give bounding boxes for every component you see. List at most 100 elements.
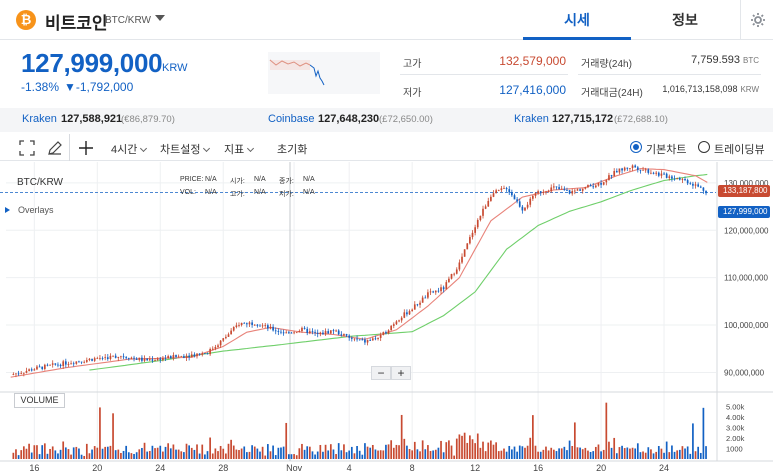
volume-bar bbox=[602, 449, 605, 459]
zoom-out-button[interactable]: − bbox=[371, 366, 391, 380]
tab-info[interactable]: 정보 bbox=[672, 12, 698, 28]
candle-body bbox=[350, 337, 353, 339]
volume-bar bbox=[293, 454, 295, 459]
candle-body bbox=[243, 322, 246, 324]
gear-icon[interactable] bbox=[740, 0, 773, 40]
volume-bar bbox=[22, 446, 25, 459]
reset-button[interactable]: 초기화 bbox=[277, 144, 308, 156]
volume-bar bbox=[629, 448, 631, 459]
coin-name: 비트코인 bbox=[45, 14, 108, 33]
volume-bar bbox=[267, 444, 269, 459]
candle-body bbox=[537, 191, 539, 194]
volume-bar bbox=[264, 455, 267, 459]
exchange-name[interactable]: Kraken bbox=[514, 113, 549, 125]
overlays-toggle-icon[interactable] bbox=[5, 207, 10, 213]
tradingview-radio[interactable] bbox=[698, 141, 710, 153]
candle-body bbox=[214, 346, 217, 349]
x-tick-label: 8 bbox=[410, 463, 415, 473]
crosshair-icon[interactable] bbox=[76, 138, 96, 158]
candle-body bbox=[416, 304, 419, 306]
candle-body bbox=[209, 348, 211, 355]
fullscreen-icon[interactable] bbox=[17, 138, 37, 158]
ohlc-price-label: PRICE: bbox=[180, 176, 204, 183]
volume-bar bbox=[80, 454, 83, 459]
basic-chart-radio[interactable] bbox=[630, 141, 642, 153]
candle-body bbox=[311, 331, 314, 333]
candle-body bbox=[678, 178, 681, 180]
basic-chart-label[interactable]: 기본차트 bbox=[646, 144, 687, 156]
volume-bar bbox=[495, 442, 497, 459]
volume-bar bbox=[311, 451, 314, 459]
volume-bar bbox=[655, 451, 658, 459]
volume-bar bbox=[133, 453, 135, 459]
candle-body bbox=[64, 361, 67, 365]
candle-body bbox=[634, 165, 637, 168]
candle-body bbox=[671, 176, 673, 179]
volume-bar bbox=[332, 449, 335, 459]
candle-body bbox=[403, 312, 406, 318]
candle-body bbox=[17, 373, 20, 375]
volume-bar bbox=[392, 447, 395, 459]
volume-bar bbox=[206, 451, 209, 459]
volume-bar bbox=[106, 446, 109, 459]
volume-bar bbox=[702, 407, 705, 459]
volume-bar bbox=[377, 450, 379, 459]
volume-bar bbox=[25, 448, 28, 459]
candle-body bbox=[694, 184, 697, 186]
pair-dropdown-caret-icon[interactable] bbox=[155, 15, 165, 21]
candle-body bbox=[259, 325, 261, 327]
x-tick-label: 28 bbox=[218, 463, 228, 473]
volume-bar bbox=[657, 446, 660, 459]
chart-settings-dropdown[interactable]: 차트설정 bbox=[160, 141, 211, 157]
volume-bar bbox=[230, 439, 232, 459]
volume-tick-label: 4.00k bbox=[726, 413, 745, 422]
volume-bar bbox=[689, 453, 692, 459]
interval-dropdown[interactable]: 4시간 bbox=[111, 141, 148, 157]
price-chart[interactable]: 130,000,000 120,000,000 110,000,000 100,000… bbox=[0, 162, 773, 475]
tradingview-label[interactable]: 트레이딩뷰 bbox=[714, 144, 765, 156]
candle-body bbox=[290, 332, 293, 334]
volume-bar bbox=[99, 407, 101, 459]
candle-body bbox=[400, 317, 403, 321]
candle-body bbox=[93, 358, 96, 361]
volume-bar bbox=[20, 450, 23, 459]
x-tick-label: 20 bbox=[92, 463, 102, 473]
volume-bar bbox=[28, 443, 30, 459]
candle-body bbox=[644, 169, 647, 171]
volume-bar bbox=[427, 445, 429, 459]
volume-bar bbox=[335, 454, 337, 459]
zoom-in-button[interactable]: + bbox=[391, 366, 411, 380]
volume-bar bbox=[395, 444, 398, 459]
candle-body bbox=[424, 297, 427, 299]
volume-bar bbox=[348, 450, 351, 459]
candle-body bbox=[217, 345, 219, 347]
exchange-name[interactable]: Kraken bbox=[22, 113, 57, 125]
candle-body bbox=[28, 369, 30, 371]
exchange-price: 127,588,921 bbox=[61, 113, 123, 125]
volume-bar bbox=[589, 451, 592, 459]
ohlc-low-label: 저가: bbox=[279, 191, 294, 198]
candle-body bbox=[135, 358, 138, 360]
volume-bar bbox=[521, 446, 524, 459]
volume-bar bbox=[88, 453, 91, 459]
candle-body bbox=[657, 172, 660, 176]
candle-body bbox=[445, 282, 448, 290]
candle-body bbox=[542, 192, 545, 193]
volume-bar bbox=[51, 446, 54, 459]
candle-body bbox=[621, 168, 623, 171]
overlays-label[interactable]: Overlays bbox=[18, 205, 54, 215]
pencil-icon[interactable] bbox=[45, 138, 65, 158]
candle-body bbox=[505, 188, 508, 190]
tab-market[interactable]: 시세 bbox=[523, 0, 631, 40]
volume-bar bbox=[694, 451, 697, 459]
exchange-name[interactable]: Coinbase bbox=[268, 113, 315, 125]
volume-bar bbox=[408, 448, 411, 459]
volume-bar bbox=[705, 446, 707, 459]
volume-bar bbox=[227, 443, 230, 459]
indicators-dropdown[interactable]: 지표 bbox=[224, 141, 255, 157]
volume-bar bbox=[403, 438, 406, 459]
volume-bar bbox=[151, 445, 154, 459]
candle-body bbox=[22, 372, 25, 374]
candle-body bbox=[382, 332, 385, 336]
exchange-ref-price: (£72,688.10) bbox=[614, 114, 668, 125]
